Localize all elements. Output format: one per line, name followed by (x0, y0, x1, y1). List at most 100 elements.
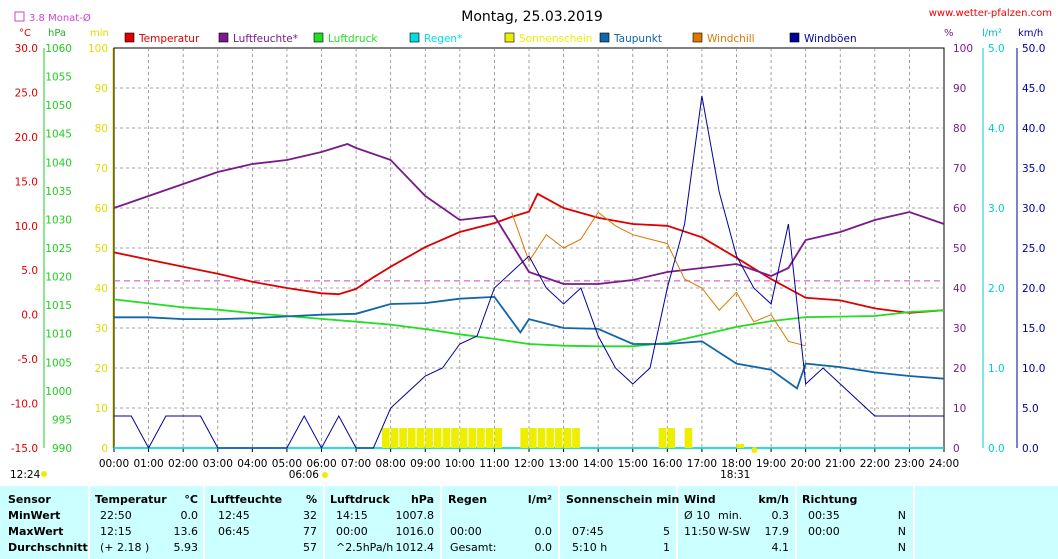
sunshine-bar (425, 428, 433, 448)
pressure-tick-label: 995 (52, 414, 72, 426)
legend-swatch (789, 32, 800, 43)
sun-tick-label: 60 (95, 203, 108, 215)
press-time: 14:15 (336, 509, 368, 522)
press-time: 00:00 (336, 525, 368, 538)
daylength-icon (41, 471, 47, 477)
rain-tick-label: 5.0 (988, 43, 1005, 55)
table-separator (795, 486, 797, 559)
sun-tick-label: 30 (95, 323, 108, 335)
legend-swatch (124, 32, 135, 43)
temp-time: (+ 2.18 ) (100, 541, 150, 554)
unit-rain: l/m² (982, 28, 1002, 39)
press-time: ^2.5hPa/h (336, 541, 394, 554)
x-tick-label: 15:00 (618, 458, 648, 470)
header-sensor: Sensor (8, 493, 51, 506)
dir-value: N (897, 509, 906, 522)
x-tick-label: 10:00 (445, 458, 475, 470)
x-tick-label: 08:00 (376, 458, 406, 470)
x-tick-label: 00:00 (99, 458, 129, 470)
percent-tick-label: 50 (953, 243, 966, 255)
wind-tick-label: 45.0 (1022, 83, 1045, 95)
pressure-tick-label: 1055 (45, 72, 72, 84)
sunset-icon (751, 447, 758, 453)
wind-tick-label: 35.0 (1022, 163, 1045, 175)
table-separator (440, 486, 442, 559)
windgusts-line (114, 95, 944, 450)
header-sun: Sonnenschein min (566, 493, 680, 506)
legend-swatch (599, 32, 610, 43)
pressure-tick-label: 1045 (45, 129, 72, 141)
axes: 00:00 01:00 02:00 03:00 04:00 05:00 06:00 07:00… (11, 43, 1046, 470)
sunshine-bar (529, 428, 537, 448)
press-value: 1016.0 (395, 525, 435, 538)
x-tick-label: 05:00 (272, 458, 302, 470)
table-separator (323, 486, 325, 559)
sunshine-bar (477, 428, 485, 448)
x-tick-label: 23:00 (894, 458, 924, 470)
x-tick-label: 12:00 (514, 458, 544, 470)
sunshine-bar (459, 428, 468, 448)
sunshine-bar (537, 428, 546, 448)
sunshine-bar (416, 428, 425, 448)
pressure-tick-label: 1060 (45, 43, 72, 55)
header-wind: Wind (684, 493, 716, 506)
sun-tick-label: 80 (95, 123, 108, 135)
sun-value: 5 (663, 525, 670, 538)
pressure-tick-label: 1015 (45, 300, 72, 312)
sun-markers: 06:06 18:31 12:24 (10, 447, 758, 481)
header-rain: Regen (448, 493, 488, 506)
unit-percent: % (944, 28, 954, 39)
header-dir: Richtung (802, 493, 858, 506)
sun-tick-label: 0 (101, 443, 108, 455)
percent-tick-label: 100 (953, 43, 973, 55)
header-wind-unit: km/h (758, 493, 789, 506)
wind-sub: W-SW (718, 525, 751, 538)
percent-tick-label: 40 (953, 283, 966, 295)
hum-value: 32 (303, 509, 317, 522)
legend-swatch (218, 32, 229, 43)
sunshine-bar (572, 428, 580, 448)
x-tick-label: 16:00 (652, 458, 682, 470)
temp-tick-label: 15.0 (15, 176, 38, 188)
plot-area (113, 95, 945, 450)
x-tick-label: 17:00 (687, 458, 717, 470)
x-tick-label: 01:00 (133, 458, 163, 470)
percent-tick-label: 60 (953, 203, 966, 215)
legend-label: Windchill (707, 33, 755, 45)
rain-tick-label: 4.0 (988, 123, 1005, 135)
header-press: Luftdruck (330, 493, 390, 506)
chart-title: Montag, 25.03.2019 (461, 9, 603, 25)
sun-tick-label: 20 (95, 363, 108, 375)
hum-value: 57 (303, 541, 317, 554)
percent-tick-label: 30 (953, 323, 966, 335)
unit-min: min (90, 28, 109, 39)
hum-time: 12:45 (218, 509, 250, 522)
header-temp: Temperatur (95, 493, 167, 506)
legend-label: Temperatur (138, 33, 200, 45)
legend-label: Taupunkt (613, 33, 662, 45)
header-press-unit: hPa (410, 493, 434, 506)
sun-tick-label: 50 (95, 243, 108, 255)
pressure-tick-label: 1050 (45, 100, 72, 112)
sunshine-bar (390, 428, 399, 448)
pressure-tick-label: 1030 (45, 214, 72, 226)
sun-time: 5:10 h (572, 541, 608, 554)
x-tick-label: 20:00 (791, 458, 821, 470)
pressure-tick-label: 1040 (45, 157, 72, 169)
table-separator (203, 486, 205, 559)
temp-value: 5.93 (173, 541, 199, 554)
rain-time: 00:00 (450, 525, 482, 538)
x-tick-label: 03:00 (203, 458, 233, 470)
percent-tick-label: 80 (953, 123, 966, 135)
temp-time: 12:15 (100, 525, 132, 538)
site-label[interactable]: www.wetter-pfalzen.com (929, 8, 1052, 19)
x-tick-label: 06:00 (306, 458, 336, 470)
sunshine-bar (407, 428, 416, 448)
legend-swatch (313, 32, 324, 43)
wind-value: 17.9 (764, 525, 790, 538)
stats-table: Sensor Temperatur °C Luftfeuchte% Luftdruck h… (0, 486, 1058, 559)
sunshine-bar (554, 428, 563, 448)
sunshine-bar (684, 428, 693, 448)
sun-value: 1 (663, 541, 670, 554)
x-tick-label: 04:00 (237, 458, 267, 470)
